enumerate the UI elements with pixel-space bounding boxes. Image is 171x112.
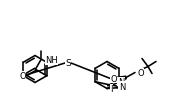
Text: N: N — [118, 77, 124, 86]
Text: O: O — [137, 68, 144, 77]
Text: I: I — [110, 84, 113, 93]
Text: S: S — [65, 59, 71, 68]
Text: O: O — [19, 72, 26, 81]
Text: NH: NH — [45, 56, 58, 65]
Text: O: O — [110, 74, 117, 83]
Text: N: N — [119, 82, 125, 91]
